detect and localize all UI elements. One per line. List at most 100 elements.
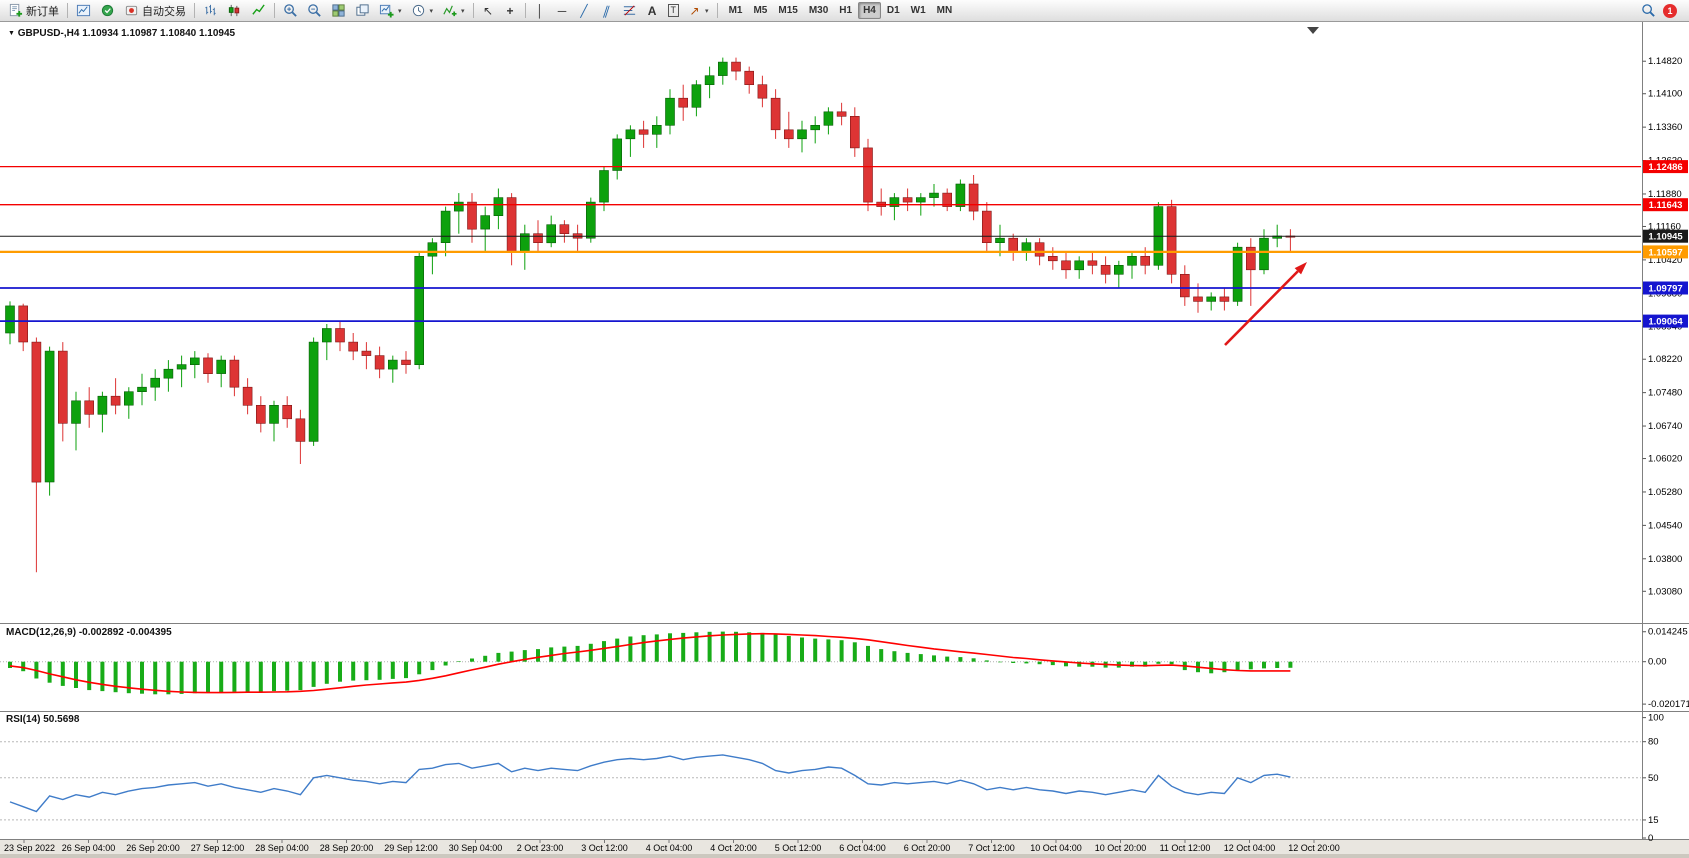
label-tool-button[interactable]: T (664, 1, 684, 20)
time-axis-label: 6 Oct 04:00 (839, 843, 886, 853)
macd-histogram-bar (192, 661, 197, 694)
time-axis-label: 5 Oct 12:00 (775, 843, 822, 853)
rsi-tick-label: 15 (1648, 815, 1659, 826)
chart-window-icon (76, 4, 91, 17)
indicators-button[interactable]: ▾ (438, 1, 469, 20)
time-axis[interactable]: 23 Sep 2022 26 Sep 04:00 26 Sep 20:00 27 Se… (4, 840, 1340, 853)
timeframe-button-W1[interactable]: W1 (910, 5, 926, 16)
cursor-icon: ↖ (483, 3, 494, 18)
rsi-axis: 100 80 50 15 0 (1642, 713, 1664, 844)
macd-histogram-bar (126, 661, 131, 694)
macd-histogram-bar (1130, 661, 1134, 667)
macd-signal-line (9, 632, 1291, 694)
bar-chart-button[interactable] (199, 1, 222, 20)
periods-button[interactable]: ▾ (407, 1, 438, 20)
price-axis: 1.148201.141001.133601.126201.118801.111… (1642, 56, 1688, 597)
rsi-name: RSI(14) (6, 714, 41, 725)
horizontal-line-button[interactable]: ─ (552, 1, 573, 20)
macd-pane[interactable] (0, 631, 1641, 695)
time-axis-label: 12 Oct 04:00 (1224, 843, 1276, 853)
candlestick-chart-icon (228, 4, 240, 17)
tile-windows-button[interactable] (327, 1, 350, 20)
rsi-line (9, 754, 1291, 813)
zoom-out-button[interactable] (303, 1, 326, 20)
macd-histogram-bar (958, 657, 963, 662)
notification-badge[interactable]: 1 (1663, 3, 1677, 18)
price-tick-label: 1.14100 (1648, 89, 1682, 100)
text-tool-button[interactable]: A (642, 1, 663, 20)
zoom-in-button[interactable] (279, 1, 302, 20)
macd-histogram-bar (100, 661, 105, 692)
timeframe-button-M1[interactable]: M1 (728, 5, 743, 16)
timeframe-group: M1 M5 M15 M30 H1 H4 D1 W1 MN (724, 2, 958, 19)
macd-histogram-bar (311, 661, 316, 687)
autotrading-button[interactable]: 自动交易 (120, 1, 190, 20)
macd-histogram-bar (1262, 661, 1266, 669)
macd-histogram-bar (496, 652, 501, 662)
chart-shift-marker-icon[interactable] (1307, 27, 1319, 34)
macd-histogram-bar (206, 661, 210, 693)
macd-histogram-bar (219, 661, 224, 693)
macd-histogram-bar (879, 649, 884, 662)
timeframe-button-M15[interactable]: M15 (778, 5, 798, 16)
line-chart-button[interactable] (247, 1, 270, 20)
macd-histogram-bar (826, 639, 831, 662)
macd-histogram-bar (1169, 661, 1174, 665)
price-tick-label: 1.07480 (1648, 388, 1682, 399)
line-chart-icon (252, 4, 265, 15)
macd-histogram-bar (575, 645, 580, 662)
rsi-pane[interactable] (0, 741, 1641, 821)
toolbar-separator (274, 3, 275, 18)
time-axis-label: 30 Sep 04:00 (449, 843, 503, 853)
candlestick-chart-button[interactable] (223, 1, 246, 20)
price-tick-label: 1.11880 (1648, 189, 1682, 200)
cascade-windows-button[interactable] (351, 1, 374, 20)
collapse-marker-icon[interactable]: ▼ (8, 30, 15, 37)
macd-histogram-bar (866, 645, 870, 662)
channel-button[interactable]: ∥ (596, 1, 617, 20)
rsi-tick-label: 0 (1648, 833, 1653, 844)
time-axis-label: 12 Oct 20:00 (1288, 843, 1340, 853)
price-level-badge (1643, 245, 1688, 259)
zoom-out-icon (308, 4, 321, 17)
new-order-button[interactable]: 新订单 (4, 1, 63, 20)
macd-histogram-bar (918, 654, 923, 662)
chart-background (0, 22, 1689, 858)
macd-histogram-bar (87, 661, 92, 691)
cursor-button[interactable]: ↖ (478, 1, 499, 20)
time-axis-label: 29 Sep 12:00 (384, 843, 438, 853)
fibonacci-button[interactable] (618, 1, 641, 20)
timeframe-button-D1[interactable]: D1 (886, 5, 900, 16)
arrow-head (1294, 262, 1307, 275)
macd-histogram-bar (1077, 661, 1082, 667)
toolbar-separator (716, 3, 718, 18)
timeframe-button-H1[interactable]: H1 (839, 5, 853, 16)
trend-arrow-annotation[interactable] (1224, 27, 1319, 346)
macd-histogram-bar (1275, 661, 1280, 668)
search-icon[interactable] (1641, 3, 1656, 18)
timeframe-button-MN[interactable]: MN (936, 5, 953, 16)
expert-advisors-button[interactable] (96, 1, 119, 20)
price-tick-label: 1.06020 (1648, 454, 1682, 465)
new-chart-button[interactable]: ▾ (375, 1, 406, 20)
macd-histogram-bar (654, 634, 659, 662)
horizontal-levels[interactable] (0, 165, 1641, 323)
vertical-line-button[interactable]: │ (530, 1, 551, 20)
timeframe-button-M5[interactable]: M5 (753, 5, 768, 16)
timeframe-button-M30[interactable]: M30 (808, 5, 829, 16)
trendline-button[interactable]: ╱ (574, 1, 595, 20)
price-tick-label: 1.08220 (1648, 354, 1682, 365)
charts-window-button[interactable] (72, 1, 95, 20)
macd-histogram-bar (1143, 661, 1148, 667)
zoom-in-icon (284, 4, 297, 17)
price-tick-label: 1.14820 (1648, 56, 1682, 67)
time-axis-label: 4 Oct 04:00 (646, 843, 693, 853)
shapes-button[interactable]: ↗ ▾ (684, 1, 713, 20)
macd-histogram-bar (522, 650, 527, 662)
macd-histogram-bar (786, 636, 791, 662)
macd-histogram-bar (615, 638, 620, 662)
macd-histogram-bar (984, 660, 989, 662)
crosshair-button[interactable]: + (500, 1, 521, 20)
timeframe-button-H4[interactable]: H4 (858, 2, 881, 19)
